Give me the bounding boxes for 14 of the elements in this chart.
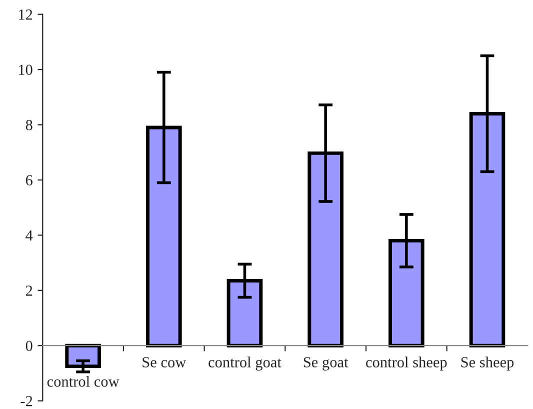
x-tick-label: control sheep bbox=[366, 356, 447, 371]
y-tick-label: 12 bbox=[18, 10, 32, 20]
x-tick-label: Se cow bbox=[142, 357, 186, 368]
y-tick-label: 4 bbox=[26, 230, 33, 240]
y-tick-label: 6 bbox=[26, 175, 32, 186]
y-tick-label: 10 bbox=[18, 64, 32, 75]
x-tick-label: control goat bbox=[208, 356, 282, 371]
y-tick-label: 8 bbox=[26, 120, 32, 130]
y-tick-label: 2 bbox=[26, 286, 32, 296]
x-tick-label: Se sheep bbox=[461, 356, 514, 371]
y-tick-label: 0 bbox=[26, 340, 32, 352]
x-tick-label: control cow bbox=[47, 376, 120, 387]
y-tick-label: -2 bbox=[20, 396, 32, 406]
x-tick-label: Se goat bbox=[304, 357, 348, 371]
